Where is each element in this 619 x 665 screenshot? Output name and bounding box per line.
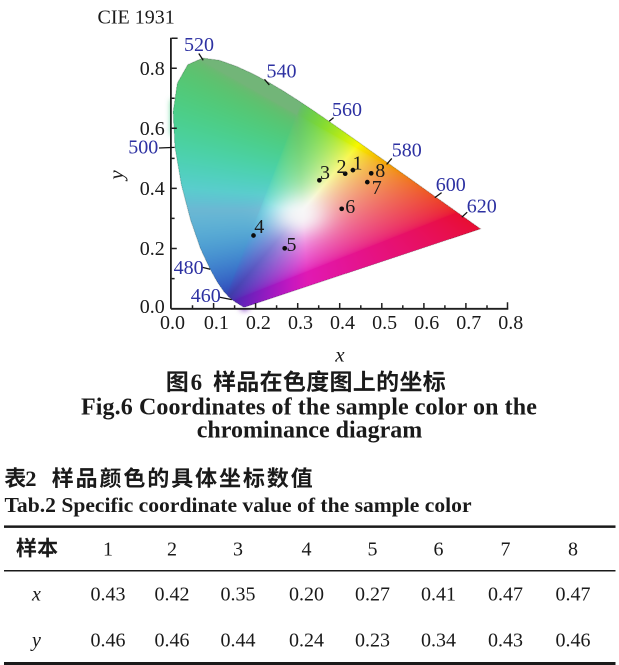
svg-text:6: 6: [191, 370, 203, 395]
svg-text:chrominance diagram: chrominance diagram: [197, 417, 423, 443]
svg-text:0.46: 0.46: [91, 630, 126, 652]
svg-text:0.24: 0.24: [289, 630, 324, 652]
svg-text:560: 560: [332, 99, 362, 121]
svg-text:y: y: [104, 170, 128, 182]
svg-text:0.46: 0.46: [155, 630, 190, 652]
svg-text:3: 3: [320, 162, 330, 184]
svg-text:0.44: 0.44: [221, 630, 256, 652]
svg-text:0.43: 0.43: [91, 584, 126, 606]
svg-text:2: 2: [25, 466, 36, 491]
svg-text:1: 1: [353, 152, 363, 174]
svg-text:0.47: 0.47: [488, 584, 523, 606]
svg-text:0.7: 0.7: [456, 312, 481, 334]
svg-text:4: 4: [254, 216, 264, 238]
svg-text:0.43: 0.43: [488, 630, 523, 652]
svg-text:0.8: 0.8: [498, 312, 523, 334]
svg-text:0.5: 0.5: [372, 312, 397, 334]
svg-text:0.34: 0.34: [421, 630, 456, 652]
svg-text:0.8: 0.8: [140, 58, 165, 80]
svg-text:0.6: 0.6: [140, 118, 165, 140]
svg-text:520: 520: [184, 34, 214, 56]
svg-text:0.4: 0.4: [140, 178, 165, 200]
svg-text:1: 1: [103, 539, 113, 561]
svg-text:0.2: 0.2: [246, 312, 271, 334]
svg-text:0.1: 0.1: [204, 312, 229, 334]
svg-text:0.41: 0.41: [421, 584, 456, 606]
svg-text:6: 6: [434, 539, 444, 561]
svg-text:2: 2: [167, 539, 177, 561]
svg-text:0.47: 0.47: [556, 584, 591, 606]
svg-text:580: 580: [392, 140, 422, 162]
svg-text:5: 5: [287, 234, 297, 256]
svg-text:460: 460: [191, 285, 221, 307]
svg-text:600: 600: [436, 174, 466, 196]
svg-text:CIE 1931: CIE 1931: [98, 6, 175, 28]
svg-text:480: 480: [174, 257, 204, 279]
svg-text:4: 4: [302, 539, 312, 561]
svg-text:x: x: [31, 584, 41, 606]
svg-text:0.6: 0.6: [414, 312, 439, 334]
svg-text:7: 7: [501, 539, 511, 561]
svg-text:7: 7: [372, 177, 382, 199]
svg-text:y: y: [30, 630, 41, 652]
svg-text:Tab.2 Specific coordinate valu: Tab.2 Specific coordinate value of the s…: [5, 493, 472, 517]
svg-text:0.20: 0.20: [289, 584, 324, 606]
svg-text:620: 620: [467, 195, 497, 217]
svg-text:8: 8: [568, 539, 578, 561]
svg-text:0.42: 0.42: [155, 584, 190, 606]
svg-text:0.2: 0.2: [140, 238, 165, 260]
svg-text:500: 500: [128, 137, 158, 159]
svg-text:8: 8: [375, 160, 385, 182]
svg-text:0.3: 0.3: [288, 312, 313, 334]
svg-text:2: 2: [337, 156, 347, 178]
svg-text:0.4: 0.4: [330, 312, 355, 334]
svg-text:0.27: 0.27: [355, 584, 390, 606]
svg-text:0.23: 0.23: [355, 630, 390, 652]
svg-text:0.0: 0.0: [160, 312, 185, 334]
svg-text:0.0: 0.0: [140, 296, 165, 318]
svg-text:3: 3: [233, 539, 243, 561]
svg-text:0.46: 0.46: [556, 630, 591, 652]
svg-text:5: 5: [368, 539, 378, 561]
svg-text:6: 6: [345, 196, 355, 218]
svg-text:Fig.6 Coordinates of the sampl: Fig.6 Coordinates of the sample color on…: [81, 395, 537, 421]
svg-text:0.35: 0.35: [221, 584, 256, 606]
svg-text:x: x: [334, 343, 345, 367]
svg-text:540: 540: [267, 60, 297, 82]
